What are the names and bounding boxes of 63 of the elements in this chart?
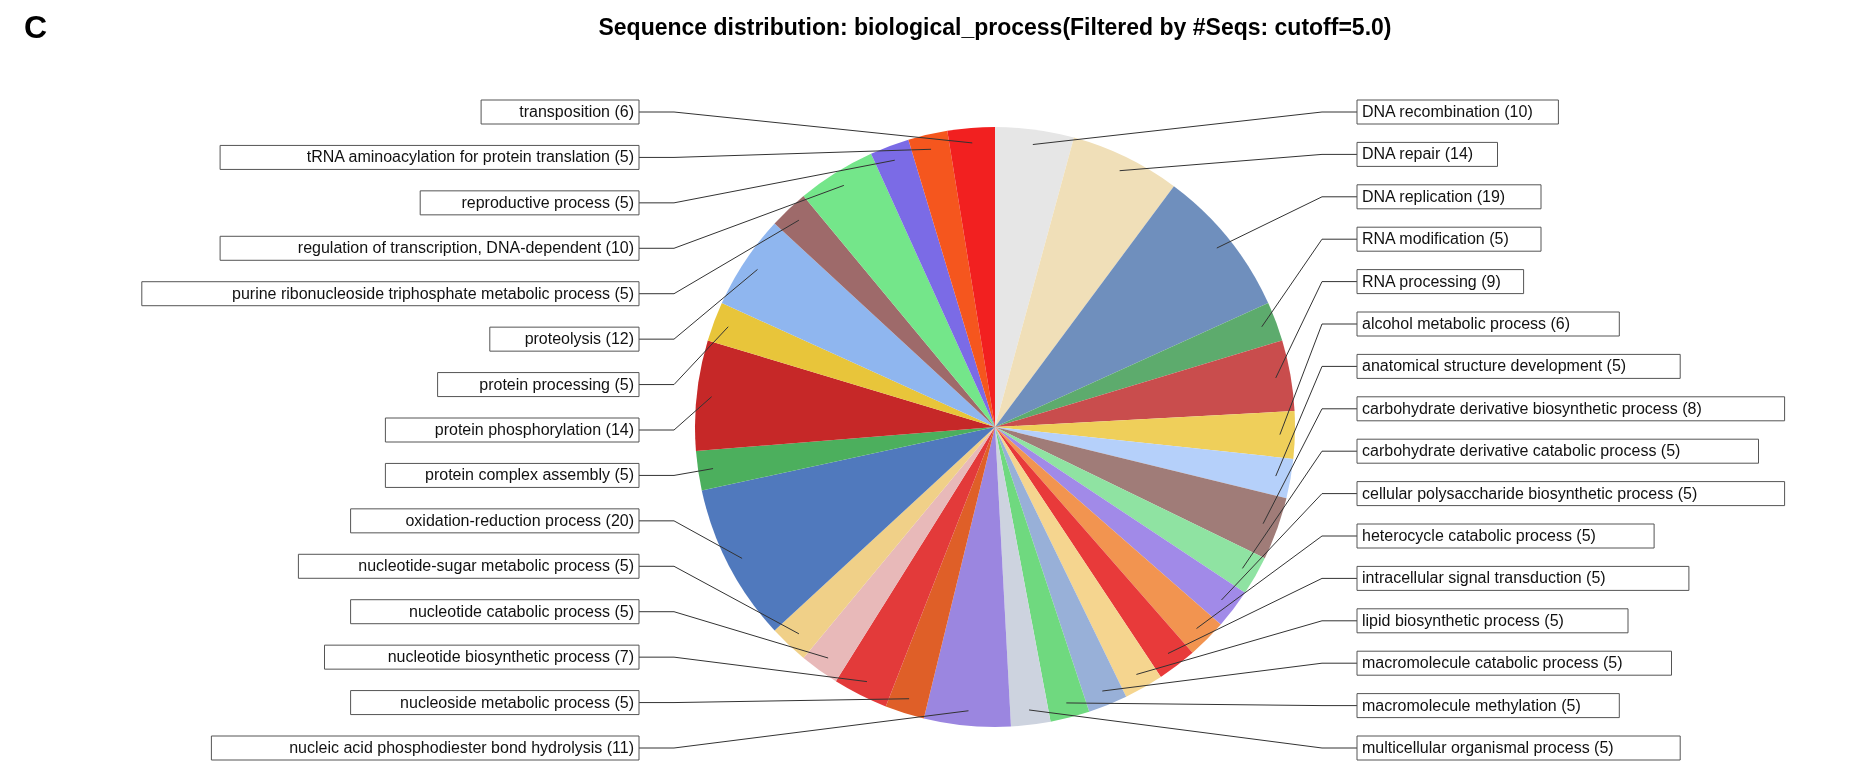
slice-label: protein processing (5) <box>479 375 634 393</box>
pie-slice <box>803 153 995 427</box>
slice-label: heterocycle catabolic process (5) <box>1362 527 1596 544</box>
slice-label: multicellular organismal process (5) <box>1362 739 1614 756</box>
slice-label: purine ribonucleoside triphosphate metabolic process (5) <box>232 284 634 302</box>
pie-slice <box>701 427 995 631</box>
pie-slice <box>695 340 995 451</box>
pie-slice <box>695 427 995 491</box>
pie-slice <box>995 427 1294 499</box>
slice-label: carbohydrate derivative catabolic process (5) <box>1362 442 1681 460</box>
slice-label: reproductive process (5) <box>461 193 634 211</box>
slice-label: lipid biosynthetic process (5) <box>1362 611 1564 629</box>
pie-slice <box>995 427 1193 677</box>
pie-slice <box>885 427 995 719</box>
pie-slice <box>908 130 995 427</box>
slice-label: DNA recombination (10) <box>1362 103 1533 120</box>
pie-slice <box>995 427 1051 727</box>
pie-slice <box>995 137 1174 427</box>
slice-label: regulation of transcription, DNA-dependent (10) <box>297 239 634 257</box>
slice-label: alcohol metabolic process (6) <box>1362 315 1571 332</box>
slice-label: intracellular signal transduction (5) <box>1362 569 1606 587</box>
pie-slice <box>707 303 995 427</box>
slice-label: proteolysis (12) <box>524 330 634 348</box>
pie-slice <box>995 427 1221 653</box>
slice-label: macromolecule catabolic process (5) <box>1362 654 1623 672</box>
slice-label: nucleotide catabolic process (5) <box>408 602 634 620</box>
slice-label: protein phosphorylation (14) <box>434 421 634 438</box>
slice-label: transposition (6) <box>519 103 634 120</box>
pie-slice <box>995 427 1265 593</box>
pie-slice <box>995 427 1161 697</box>
slice-label: oxidation-reduction process (20) <box>405 511 634 529</box>
pie-slice <box>721 223 995 427</box>
slice-label: nucleic acid phosphodiester bond hydrolysis (11) <box>289 739 634 756</box>
pie-slice <box>995 427 1127 712</box>
chart-title: Sequence distribution: biological_process(Filtered by #Seqs: cutoff=5.0) <box>598 14 1392 40</box>
pie-slice <box>947 127 995 427</box>
slice-label: DNA repair (14) <box>1362 145 1474 163</box>
pie-slice <box>774 196 995 427</box>
slice-label: nucleotide biosynthetic process (7) <box>387 648 634 666</box>
slice-label: carbohydrate derivative biosynthetic process (8) <box>1362 399 1702 417</box>
slice-label: cellular polysaccharide biosynthetic process (5) <box>1362 484 1698 502</box>
slice-label: macromolecule methylation (5) <box>1362 696 1581 714</box>
text: C <box>24 9 48 45</box>
pie-slice <box>835 427 995 707</box>
pie-slice <box>995 427 1245 625</box>
slice-label: protein complex assembly (5) <box>425 466 634 484</box>
slice-label: anatomical structure development (5) <box>1362 357 1627 375</box>
pie-slice <box>774 427 995 658</box>
slice-label: tRNA aminoacylation for protein translation (5) <box>306 148 634 166</box>
slice-label: DNA replication (19) <box>1362 187 1506 205</box>
pie-slice <box>995 127 1074 427</box>
slice-label: nucleoside metabolic process (5) <box>400 693 634 711</box>
pie-slice <box>803 427 995 682</box>
pie-slice <box>995 303 1283 427</box>
slice-label: RNA processing (9) <box>1362 272 1501 290</box>
pie-slice <box>871 139 995 427</box>
pie-slice <box>995 186 1269 427</box>
pie-slice <box>995 340 1295 427</box>
pie-slice <box>995 427 1287 559</box>
pie-slice <box>995 427 1090 722</box>
slice-label: nucleotide-sugar metabolic process (5) <box>358 557 634 575</box>
pie-slice <box>923 427 1011 727</box>
slice-label: RNA modification (5) <box>1362 230 1509 248</box>
